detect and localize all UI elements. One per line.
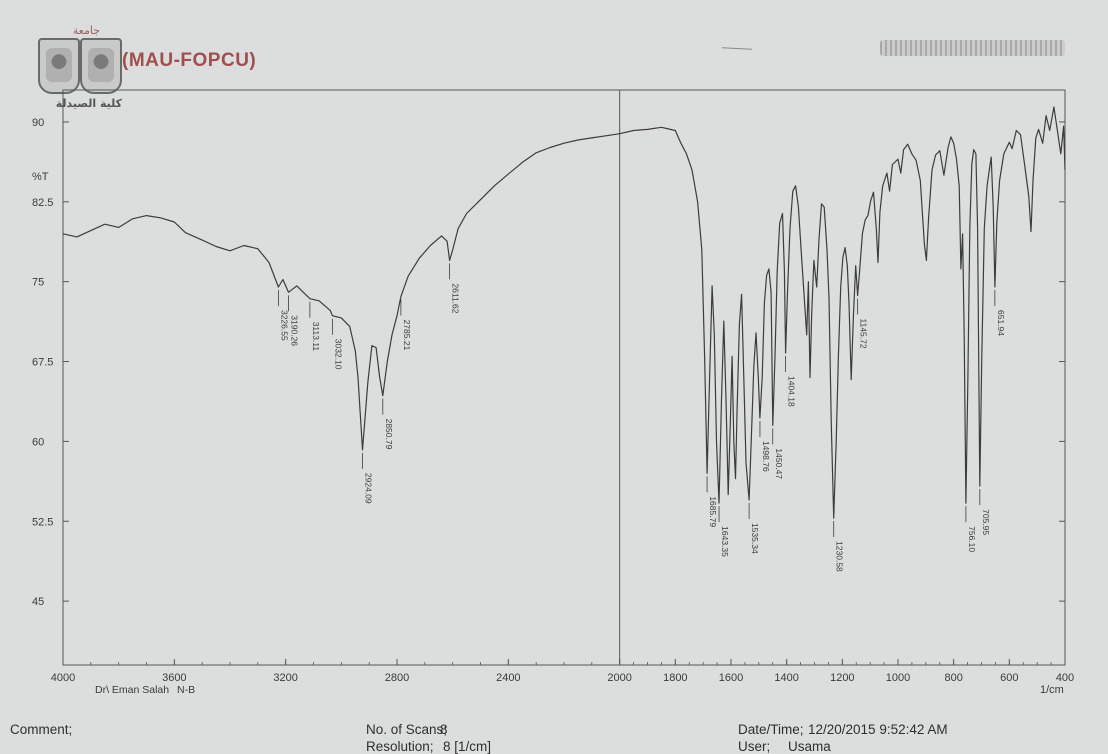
faculty-name-arabic: كلية الصيدلة	[55, 97, 122, 110]
resolution-value: 8 [1/cm]	[443, 739, 492, 754]
peak-label: 1643.35	[720, 526, 730, 557]
peak-label: 1535.34	[750, 523, 760, 554]
scans-label: No. of Scans;	[366, 722, 448, 737]
x-tick-label: 1400	[774, 672, 798, 684]
peak-label: 1450.47	[774, 448, 784, 479]
datetime-value: 12/20/2015 9:52:42 AM	[808, 722, 948, 737]
datetime-label: Date/Time;	[738, 722, 804, 737]
x-tick-label: 4000	[51, 672, 75, 684]
peak-label: 705.95	[981, 509, 991, 535]
peak-label: 3032.10	[333, 339, 343, 370]
x-tick-label: 400	[1056, 672, 1074, 684]
y-tick-label: 45	[32, 596, 44, 608]
x-tick-label: 3200	[273, 672, 297, 684]
y-tick-label: 67.5	[32, 357, 53, 369]
x-tick-label: 3600	[162, 672, 186, 684]
x-tick-label: 1200	[830, 672, 854, 684]
user-label: User;	[738, 739, 771, 754]
peak-label: 2611.62	[451, 283, 461, 313]
comment-label: Comment;	[10, 722, 73, 737]
peak-label: 3226.55	[279, 310, 289, 341]
chart-trace-layer	[62, 106, 1066, 519]
university-logo-icon	[38, 38, 80, 94]
plot-frame	[62, 89, 1066, 666]
peak-label: 1404.18	[787, 376, 797, 407]
org-label: (MAU-FOPCU)	[122, 50, 257, 71]
x-tick-label: 2800	[385, 672, 409, 684]
faculty-logo-icon	[80, 38, 122, 94]
y-tick-label: 52.5	[32, 516, 53, 528]
peak-label: 2785.21	[402, 320, 412, 351]
peak-label: 2924.09	[363, 473, 373, 504]
sample-label: N-B	[177, 684, 195, 696]
x-tick-label: 2000	[607, 672, 631, 684]
spectrum-trace	[62, 106, 1066, 519]
y-tick-label: 82.5	[32, 197, 53, 209]
resolution-label: Resolution;	[366, 739, 434, 754]
peak-label: 1230.58	[835, 541, 845, 572]
peak-label: 1498.76	[761, 441, 771, 472]
y-tick-label: 60	[32, 436, 44, 448]
peak-label: 2850.79	[384, 419, 394, 450]
x-tick-label: 1600	[719, 672, 743, 684]
peak-label: 756.10	[967, 526, 977, 552]
y-tick-label: 90	[32, 117, 44, 129]
chart-axes: 90 82.5 75 67.5 60 52.5 45 4000 3600 3200 2800 2400…	[32, 89, 1074, 684]
x-tick-label: 1800	[663, 672, 687, 684]
peak-label: 1145.72	[859, 319, 869, 349]
x-tick-label: 1000	[886, 672, 910, 684]
x-tick-label: 2400	[496, 672, 520, 684]
y-unit-label: %T	[32, 171, 49, 183]
peak-label: 651.94	[996, 310, 1006, 336]
y-tick-label: 75	[32, 277, 44, 289]
x-unit-label: 1/cm	[1040, 684, 1064, 696]
chart-peak-labels: 3226.55 3190.26 3113.11 3032.10 2924.09 2850.…	[278, 263, 1006, 572]
scans-value: 8	[440, 722, 448, 737]
x-tick-label: 800	[944, 672, 962, 684]
peak-label: 3190.26	[289, 315, 299, 346]
peak-label: 3113.11	[311, 322, 321, 352]
operator-label: Dr\ Eman Salah	[95, 684, 169, 696]
user-value: Usama	[788, 739, 831, 754]
x-tick-label: 600	[1000, 672, 1018, 684]
redacted-handwriting	[880, 40, 1065, 56]
peak-label: 1685.79	[708, 496, 718, 527]
